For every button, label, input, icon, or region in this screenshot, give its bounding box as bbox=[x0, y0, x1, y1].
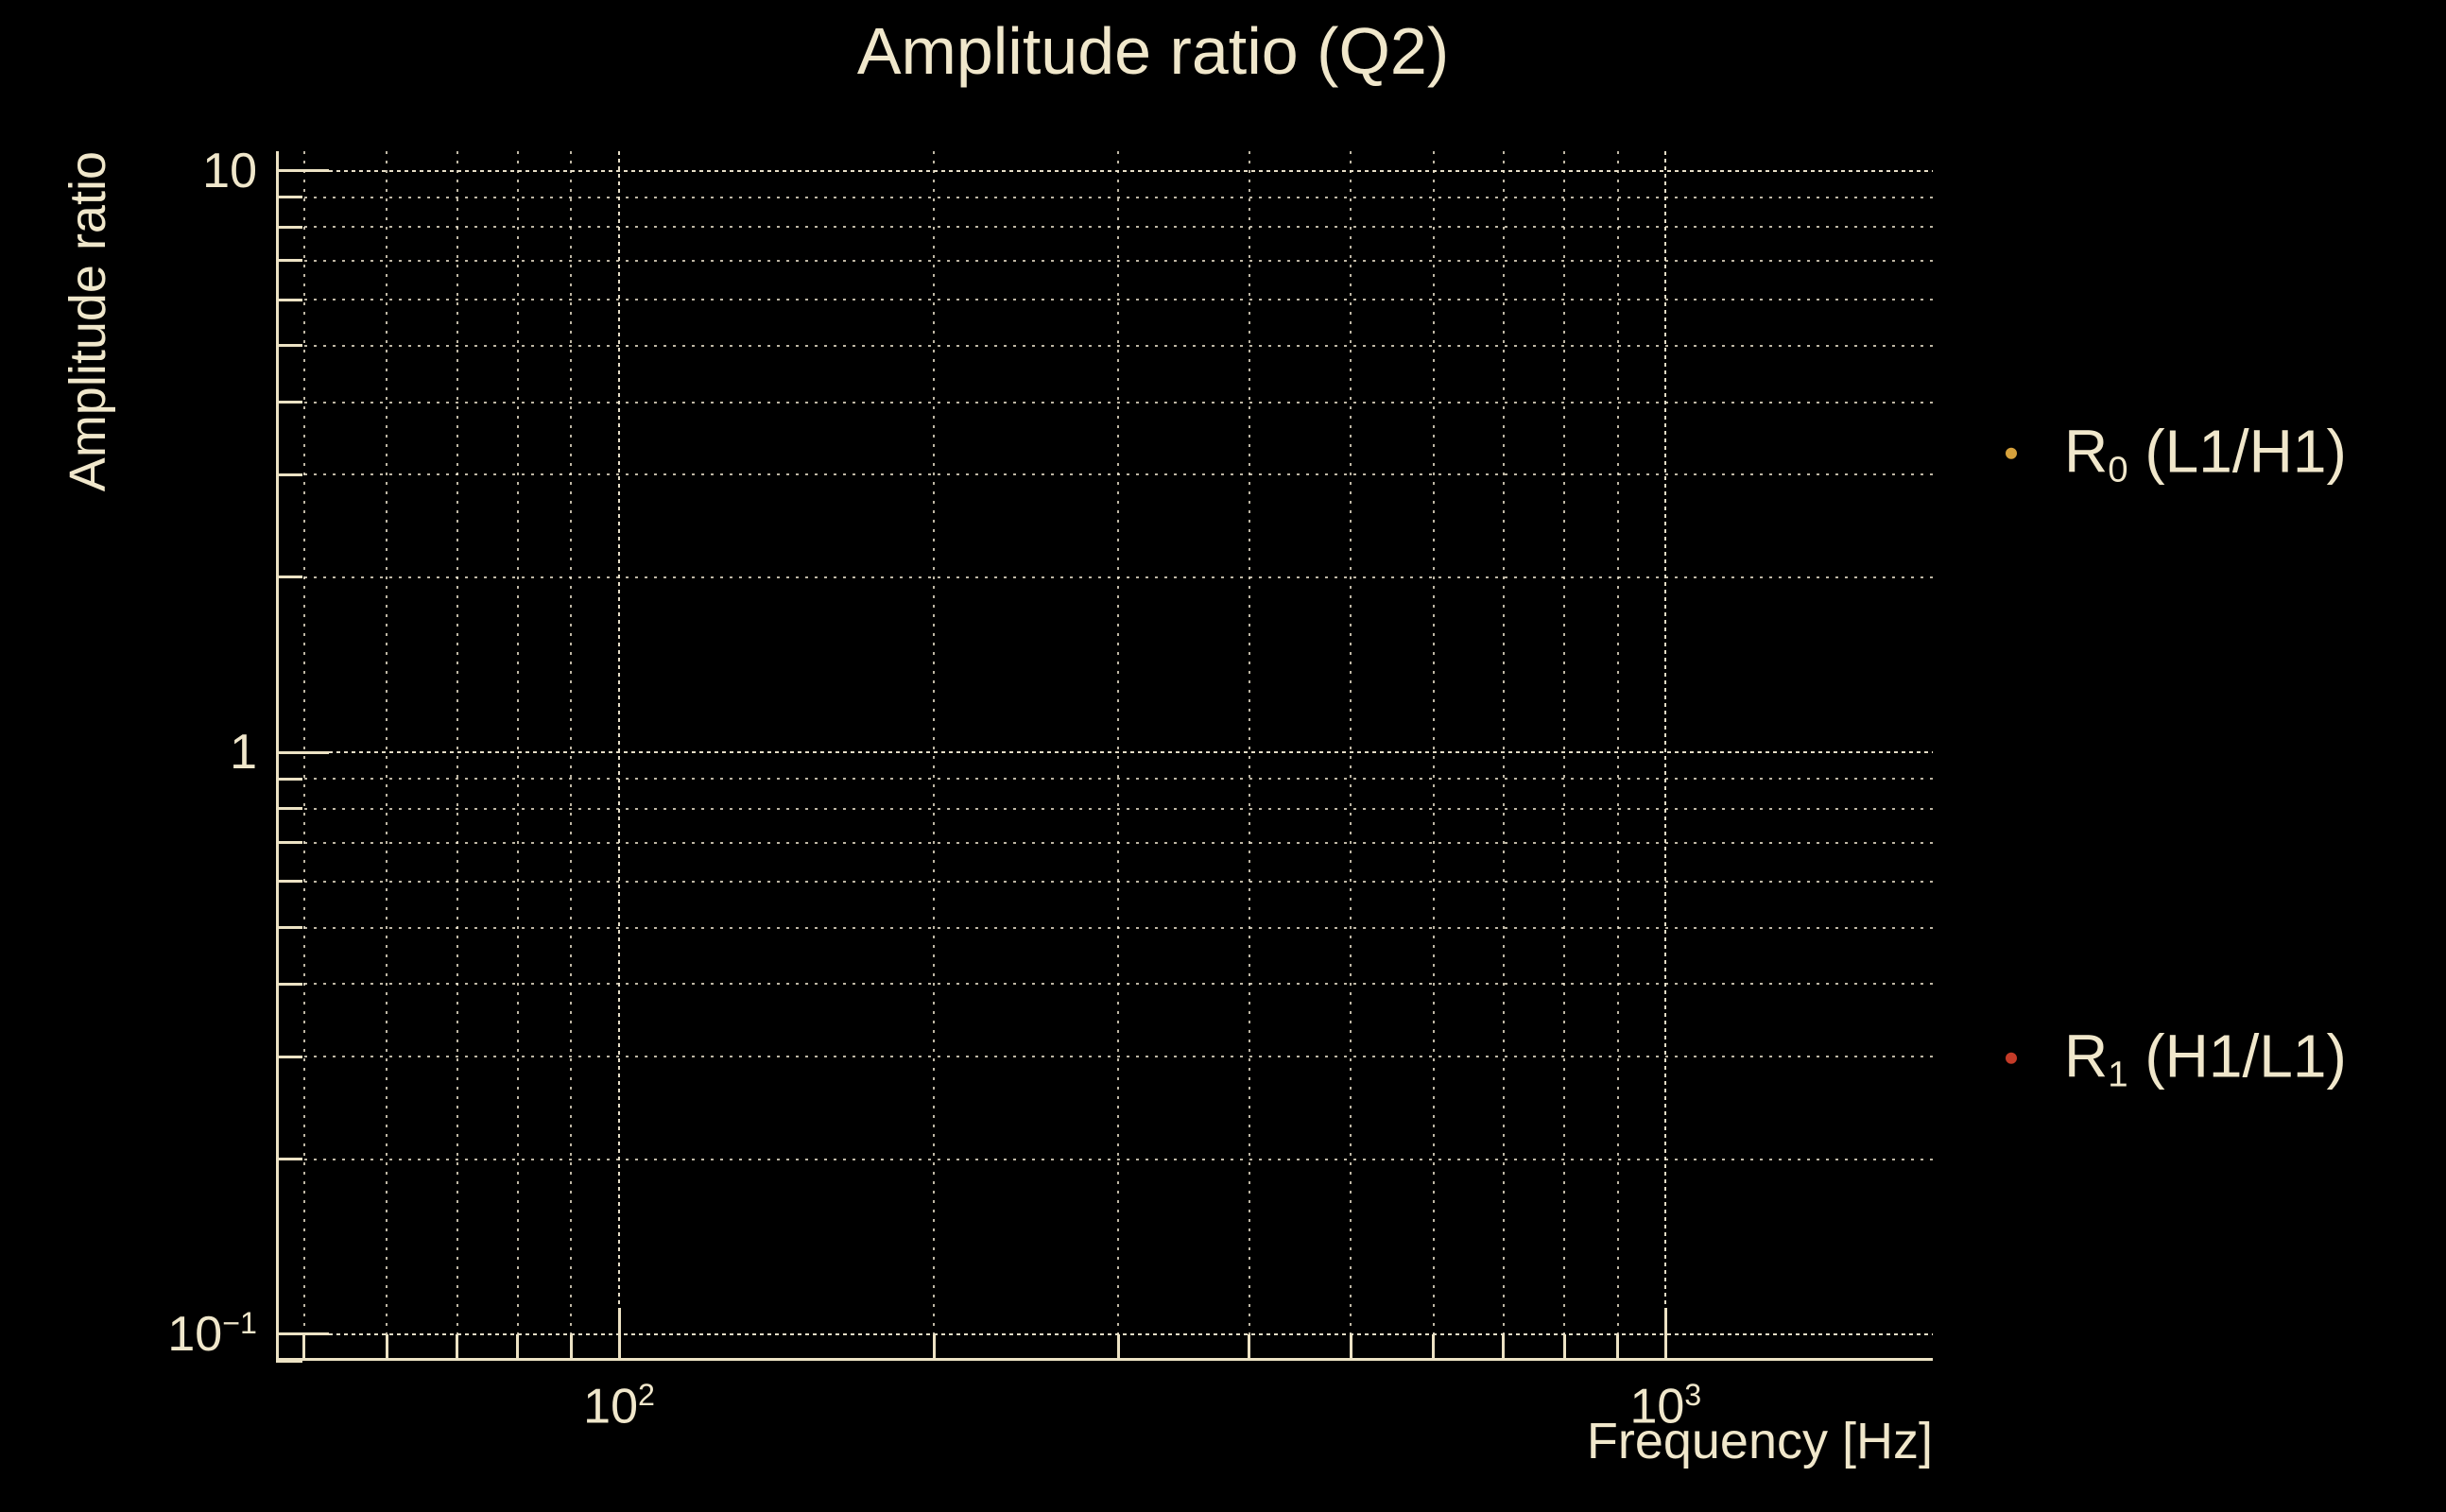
y-minor-tick bbox=[276, 1158, 302, 1160]
x-minor-gridline bbox=[1563, 151, 1566, 1361]
x-minor-gridline bbox=[1248, 151, 1250, 1361]
y-minor-gridline bbox=[276, 259, 1933, 262]
x-major-gridline bbox=[1664, 151, 1667, 1361]
y-minor-tick bbox=[276, 1359, 302, 1363]
y-minor-gridline bbox=[276, 880, 1933, 883]
y-tick-label-10: 10 bbox=[202, 143, 257, 198]
y-minor-gridline bbox=[276, 299, 1933, 301]
x-axis-label: Frequency [Hz] bbox=[1586, 1413, 1933, 1469]
x-minor-gridline bbox=[302, 151, 305, 1361]
plot-area bbox=[276, 151, 1933, 1363]
y-minor-gridline bbox=[276, 841, 1933, 844]
y-minor-tick bbox=[276, 472, 302, 476]
legend-marker-dot-r0 bbox=[2006, 448, 2017, 459]
y-minor-tick bbox=[276, 880, 302, 884]
legend-marker-dot-r1 bbox=[2006, 1053, 2017, 1064]
legend-label-r0: R0 (L1/H1) bbox=[2064, 417, 2347, 490]
y-axis-spine bbox=[276, 151, 279, 1361]
x-minor-tick bbox=[302, 1334, 306, 1361]
x-major-tick bbox=[617, 1308, 621, 1361]
y-minor-gridline bbox=[276, 401, 1933, 404]
y-major-tick bbox=[276, 1332, 329, 1336]
y-major-tick bbox=[276, 750, 329, 754]
x-minor-gridline bbox=[1350, 151, 1352, 1361]
y-major-gridline bbox=[276, 169, 1933, 172]
x-minor-gridline bbox=[933, 151, 936, 1361]
y-minor-gridline bbox=[276, 926, 1933, 929]
x-minor-tick bbox=[516, 1334, 520, 1361]
x-minor-tick bbox=[385, 1334, 388, 1361]
y-minor-tick bbox=[276, 926, 302, 930]
x-minor-gridline bbox=[570, 151, 573, 1361]
y-minor-gridline bbox=[276, 473, 1933, 476]
x-minor-tick bbox=[932, 1334, 936, 1361]
plot-title: Amplitude ratio (Q2) bbox=[856, 14, 1450, 88]
y-minor-gridline bbox=[276, 226, 1933, 229]
x-minor-gridline bbox=[516, 151, 519, 1361]
y-minor-tick bbox=[276, 777, 302, 781]
x-minor-gridline bbox=[1432, 151, 1435, 1361]
y-minor-tick bbox=[276, 1055, 302, 1058]
x-minor-tick bbox=[569, 1334, 573, 1361]
y-tick-label-1: 1 bbox=[230, 725, 257, 781]
x-tick-label-100: 102 bbox=[583, 1378, 655, 1435]
y-minor-tick bbox=[276, 225, 302, 229]
x-minor-gridline bbox=[1117, 151, 1120, 1361]
y-minor-tick bbox=[276, 807, 302, 811]
y-minor-tick bbox=[276, 259, 302, 263]
x-major-tick bbox=[1663, 1308, 1667, 1361]
x-minor-gridline bbox=[1502, 151, 1505, 1361]
y-minor-gridline bbox=[276, 1158, 1933, 1160]
y-minor-gridline bbox=[276, 196, 1933, 198]
y-minor-gridline bbox=[276, 576, 1933, 578]
y-minor-tick bbox=[276, 298, 302, 301]
y-major-gridline bbox=[276, 1332, 1933, 1335]
y-minor-tick bbox=[276, 982, 302, 986]
y-axis-label: Amplitude ratio bbox=[60, 151, 116, 492]
y-minor-gridline bbox=[276, 344, 1933, 347]
y-minor-tick bbox=[276, 196, 302, 199]
y-minor-tick bbox=[276, 841, 302, 845]
x-minor-tick bbox=[1562, 1334, 1566, 1361]
x-minor-gridline bbox=[1616, 151, 1619, 1361]
y-major-gridline bbox=[276, 751, 1933, 754]
legend-item-r0: R0 (L1/H1) bbox=[2006, 417, 2347, 491]
y-minor-tick bbox=[276, 576, 302, 579]
x-minor-tick bbox=[1248, 1334, 1251, 1361]
x-minor-gridline bbox=[456, 151, 458, 1361]
y-minor-tick bbox=[276, 401, 302, 404]
x-major-gridline bbox=[618, 151, 621, 1361]
y-minor-gridline bbox=[276, 1056, 1933, 1058]
legend-item-r1: R1 (H1/L1) bbox=[2006, 1022, 2347, 1096]
y-tick-label-0p1: 10−1 bbox=[167, 1305, 257, 1362]
y-minor-gridline bbox=[276, 778, 1933, 781]
legend-label-r1: R1 (H1/L1) bbox=[2064, 1022, 2347, 1095]
y-minor-gridline bbox=[276, 807, 1933, 810]
x-axis-spine bbox=[276, 1358, 1933, 1361]
x-minor-tick bbox=[1502, 1334, 1506, 1361]
x-minor-tick bbox=[1616, 1334, 1620, 1361]
x-minor-tick bbox=[1349, 1334, 1352, 1361]
y-major-tick bbox=[276, 169, 329, 173]
x-minor-gridline bbox=[386, 151, 388, 1361]
y-minor-gridline bbox=[276, 983, 1933, 986]
y-minor-tick bbox=[276, 344, 302, 348]
x-minor-tick bbox=[1116, 1334, 1120, 1361]
x-minor-tick bbox=[456, 1334, 459, 1361]
x-tick-label-1000: 103 bbox=[1629, 1378, 1702, 1435]
x-minor-tick bbox=[1432, 1334, 1436, 1361]
